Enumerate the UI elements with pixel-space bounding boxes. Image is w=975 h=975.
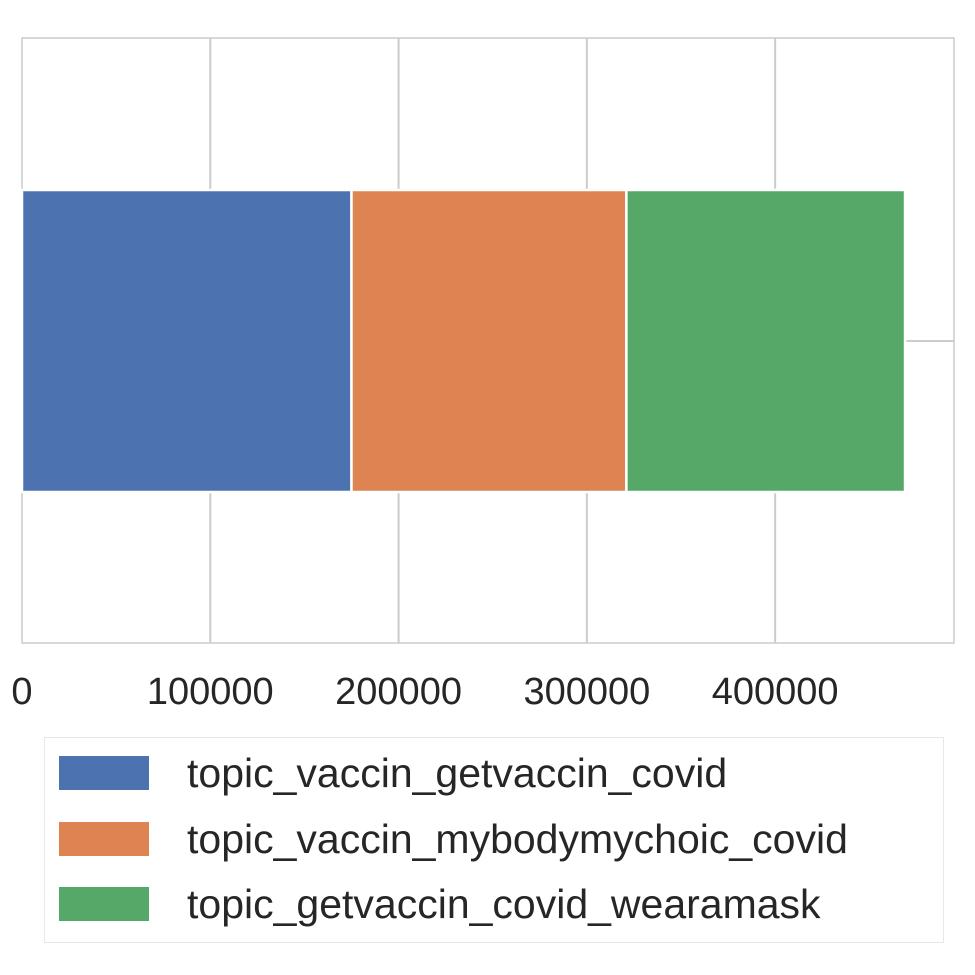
x-axis-ticks: 0 100000 200000 300000 400000: [11, 671, 838, 713]
bars: [20, 188, 907, 494]
legend-item-getvaccin-wearamask: topic_getvaccin_covid_wearamask: [59, 879, 821, 929]
bar-segment-1: [20, 188, 353, 494]
legend-label: topic_getvaccin_covid_wearamask: [187, 880, 821, 927]
legend-item-mybodymychoic-covid: topic_vaccin_mybodymychoic_covid: [59, 814, 848, 864]
x-tick-label: 0: [11, 671, 32, 713]
legend-label: topic_vaccin_getvaccin_covid: [187, 749, 728, 796]
legend: topic_vaccin_getvaccin_covid topic_vacci…: [44, 737, 944, 943]
bar-segment-2: [350, 188, 628, 494]
x-tick-label: 300000: [523, 671, 650, 713]
x-tick-label: 200000: [335, 671, 462, 713]
x-tick-label: 400000: [712, 671, 839, 713]
stacked-bar-chart: 0 100000 200000 300000 400000: [11, 37, 955, 713]
x-tick-label: 100000: [147, 671, 274, 713]
bar-segment-3: [625, 188, 907, 494]
legend-item-getvaccin-covid: topic_vaccin_getvaccin_covid: [59, 748, 727, 798]
legend-label: topic_vaccin_mybodymychoic_covid: [187, 815, 848, 862]
legend-swatch-orange: [59, 822, 149, 856]
legend-swatch-blue: [59, 756, 149, 790]
legend-swatch-green: [59, 887, 149, 921]
